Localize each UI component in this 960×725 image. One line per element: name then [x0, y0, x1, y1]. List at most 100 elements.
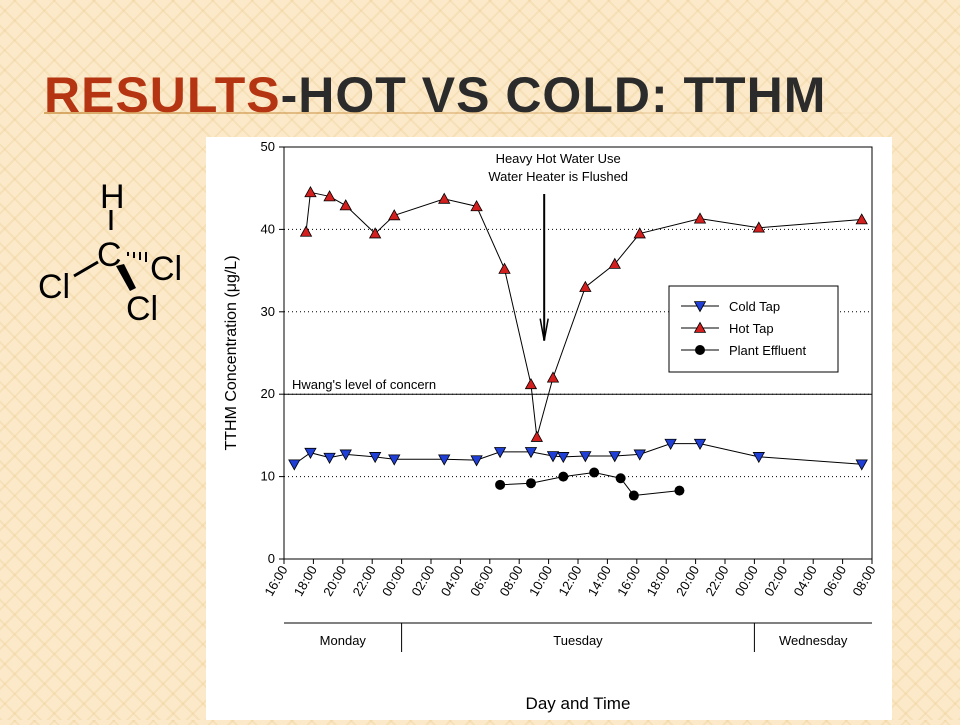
x-tick-label: 20:00: [673, 563, 702, 599]
x-tick-label: 16:00: [614, 563, 643, 599]
data-point-cold-tap: [664, 438, 677, 450]
data-point-hot-tap: [339, 199, 352, 211]
y-tick-label: 0: [268, 551, 275, 566]
x-tick-label: 04:00: [438, 563, 467, 599]
day-label: Monday: [320, 633, 367, 648]
x-tick-label: 22:00: [702, 563, 731, 599]
x-tick-label: 14:00: [585, 563, 614, 599]
y-tick-label: 10: [261, 469, 275, 484]
chloroform-molecule-diagram: H C Cl Cl Cl: [38, 178, 182, 328]
x-tick-label: 12:00: [555, 563, 584, 599]
data-point-hot-tap: [855, 213, 868, 225]
annotation: Heavy Hot Water Use Water Heater is Flus…: [488, 151, 628, 341]
series-layer: [288, 185, 868, 501]
legend-label: Hot Tap: [729, 321, 774, 336]
day-label: Tuesday: [553, 633, 603, 648]
day-axis: Monday Tuesday Wednesday: [284, 622, 872, 652]
data-point-cold-tap: [438, 454, 451, 466]
x-tick-label: 18:00: [644, 563, 673, 599]
bond-c-cl-left: [73, 260, 99, 278]
y-tick-label: 20: [261, 386, 275, 401]
annotation-line-1: Heavy Hot Water Use: [496, 151, 621, 166]
x-tick-label: 06:00: [820, 563, 849, 599]
atom-cl-bottom: Cl: [126, 290, 158, 328]
data-point-hot-tap: [368, 227, 382, 239]
data-point-cold-tap: [608, 451, 621, 463]
x-tick-label: 22:00: [350, 563, 379, 599]
data-point-plant-effluent: [589, 467, 600, 478]
legend-label: Cold Tap: [729, 299, 780, 314]
x-tick-label: 16:00: [261, 563, 290, 599]
data-point-cold-tap: [323, 452, 336, 464]
x-tick-label: 18:00: [291, 563, 320, 599]
data-point-cold-tap: [855, 459, 868, 471]
data-point-hot-tap: [498, 262, 511, 274]
data-point-cold-tap: [339, 449, 352, 461]
annotation-arrowhead: [539, 318, 549, 341]
data-point-plant-effluent: [525, 478, 536, 489]
x-tick-label: 00:00: [379, 563, 408, 599]
x-tick-label: 10:00: [526, 563, 555, 599]
data-point-cold-tap: [368, 452, 382, 464]
x-axis-label: Day and Time: [526, 694, 631, 713]
atom-c: C: [97, 236, 122, 274]
data-point-hot-tap: [633, 227, 646, 239]
data-point-cold-tap: [693, 438, 707, 450]
data-point-plant-effluent: [558, 471, 569, 482]
data-point-hot-tap: [752, 221, 765, 233]
y-tick-label: 30: [261, 304, 275, 319]
slide-title-rest: -Hot vs Cold: TTHM: [280, 67, 827, 123]
data-point-hot-tap: [388, 209, 401, 221]
x-tick-label: 06:00: [467, 563, 496, 599]
data-point-plant-effluent: [615, 473, 626, 484]
data-point-hot-tap: [323, 190, 336, 202]
annotation-line-2: Water Heater is Flushed: [488, 169, 628, 184]
data-point-cold-tap: [524, 447, 538, 459]
data-point-cold-tap: [388, 454, 401, 466]
data-point-hot-tap: [299, 225, 313, 237]
data-point-hot-tap: [608, 257, 621, 269]
data-point-hot-tap: [304, 185, 317, 198]
bond-c-cl-hashed: [127, 252, 147, 262]
atom-cl-right: Cl: [150, 250, 182, 288]
data-point-cold-tap: [304, 447, 317, 460]
data-point-cold-tap: [493, 447, 507, 459]
data-point-hot-tap: [438, 192, 451, 204]
data-point-hot-tap: [530, 430, 544, 442]
data-point-hot-tap: [546, 371, 560, 383]
x-tick-label: 08:00: [849, 563, 878, 599]
data-point-cold-tap: [752, 452, 765, 464]
atom-cl-left: Cl: [38, 268, 70, 306]
x-axis: 16:00 18:00 20:00 22:00 00:00 02:00 04:00 06:00…: [261, 559, 879, 599]
y-axis: 0 10 20 30 40 50: [261, 139, 284, 566]
legend-entry-hot-tap: Hot Tap: [681, 321, 774, 336]
series-hot-tap: [299, 185, 868, 442]
legend-marker-cold-tap: [693, 301, 707, 313]
reference-line-label: Hwang's level of concern: [292, 377, 436, 392]
slide-title: Results-Hot vs Cold: TTHM: [44, 66, 826, 124]
atom-h: H: [100, 178, 125, 216]
x-tick-label: 02:00: [761, 563, 790, 599]
data-point-cold-tap: [633, 449, 646, 461]
data-point-cold-tap: [470, 455, 483, 467]
data-point-hot-tap: [693, 212, 707, 224]
data-point-hot-tap: [579, 280, 592, 292]
reference-layer: Hwang's level of concern: [284, 377, 872, 395]
tthm-chart: Hwang's level of concern 0 10 20 30 40 50 16:…: [223, 139, 879, 713]
y-axis-label: TTHM Concentration (μg/L): [223, 255, 240, 450]
series-plant-effluent: [495, 467, 685, 501]
series-line-hot-tap: [305, 191, 862, 438]
legend: Cold Tap Hot Tap Plant Effluent: [668, 285, 839, 373]
data-point-cold-tap: [557, 452, 570, 464]
legend-marker-hot-tap: [693, 321, 707, 333]
y-tick-label: 40: [261, 221, 275, 236]
data-point-cold-tap: [288, 459, 301, 471]
data-point-plant-effluent: [495, 479, 506, 490]
y-tick-label: 50: [261, 139, 275, 154]
series-cold-tap: [288, 438, 868, 471]
x-tick-label: 02:00: [408, 563, 437, 599]
data-point-cold-tap: [546, 451, 560, 463]
y-axis-label-suffix: g/L): [223, 255, 240, 283]
y-axis-label-prefix: TTHM Concentration (: [223, 292, 240, 451]
x-tick-label: 08:00: [497, 563, 526, 599]
